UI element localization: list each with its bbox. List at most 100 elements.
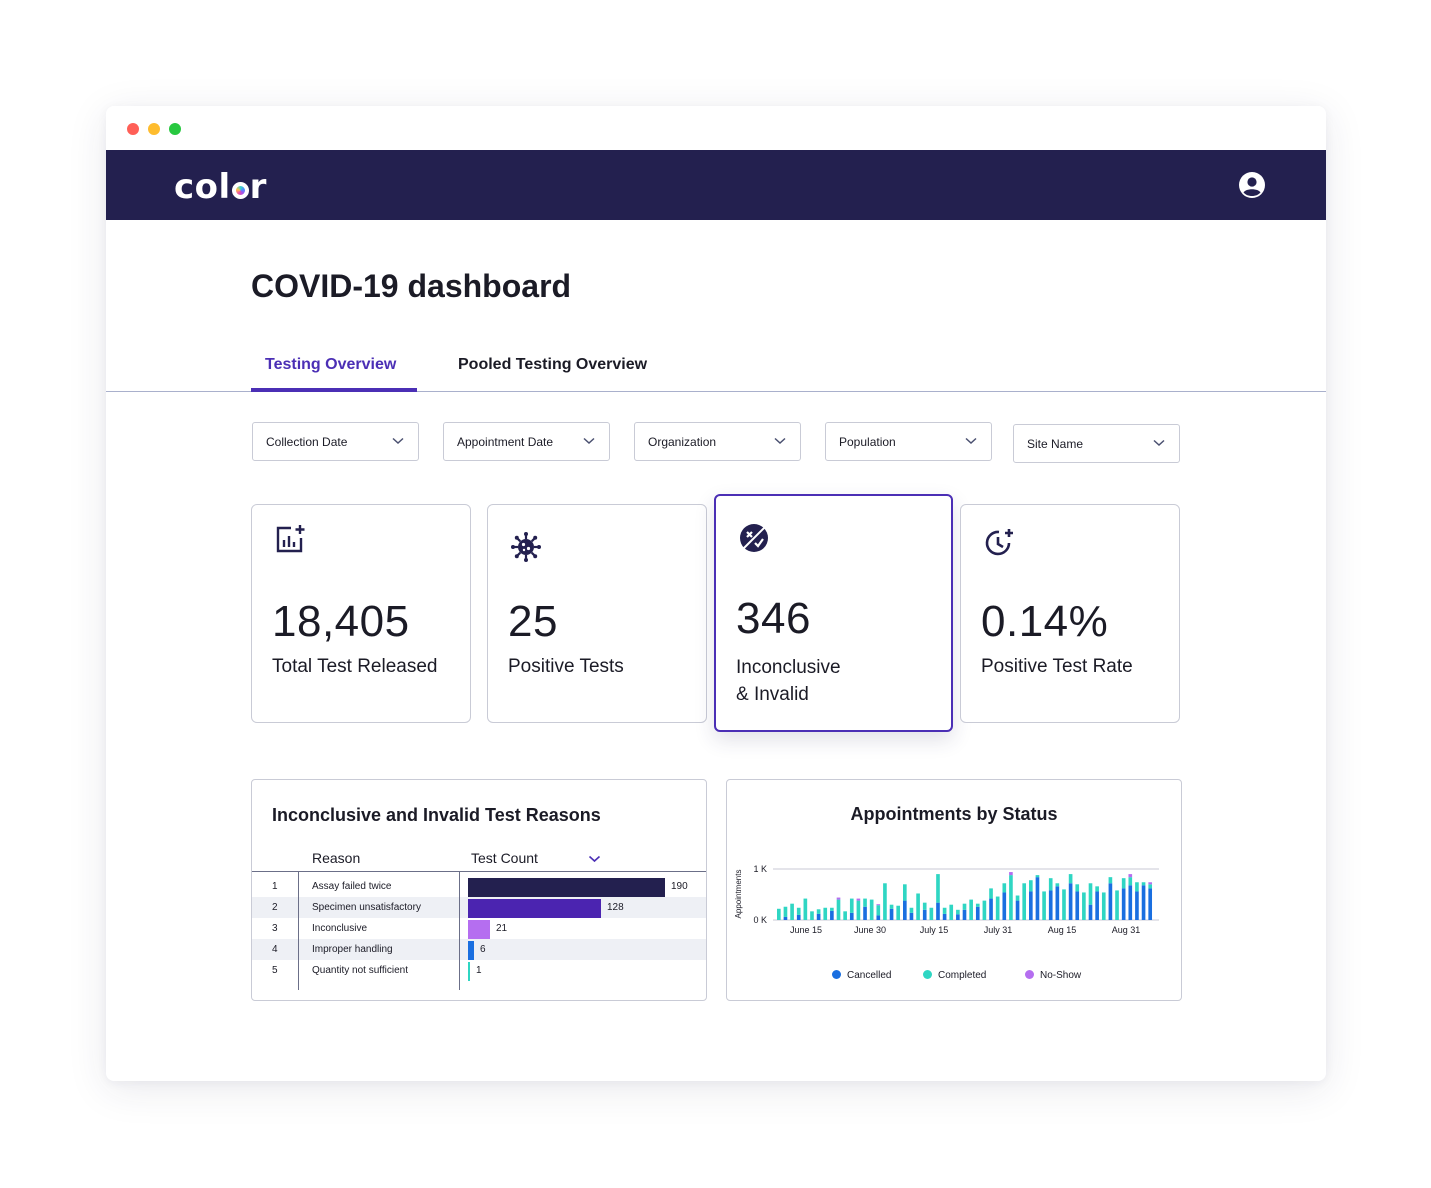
- bar-cancelled: [816, 913, 821, 920]
- bar-completed: [849, 898, 854, 913]
- appointments-panel: Appointments by Status 1 K 0 K Appointment…: [726, 779, 1182, 1001]
- user-circle-icon[interactable]: [1238, 171, 1266, 199]
- metric-card-positive-rate[interactable]: 0.14% Positive Test Rate: [960, 504, 1180, 723]
- legend-label: Completed: [938, 970, 987, 981]
- metric-card-inconclusive-invalid[interactable]: 346 Inconclusive & Invalid: [714, 494, 953, 732]
- bar-completed: [889, 904, 894, 909]
- bar-completed: [783, 906, 788, 917]
- bar-completed: [1062, 889, 1066, 920]
- bar-completed: [777, 908, 781, 920]
- filter-appointment-date[interactable]: Appointment Date: [443, 422, 610, 461]
- tab-testing-overview[interactable]: Testing Overview: [265, 356, 397, 373]
- reasons-panel: Inconclusive and Invalid Test Reasons Re…: [251, 779, 707, 1001]
- bar-completed: [936, 874, 940, 903]
- appointments-chart: 1 K 0 K Appointments June 15 June 30 July 15 J…: [734, 864, 1159, 935]
- minimize-window-button[interactable]: [148, 123, 160, 135]
- maximize-window-button[interactable]: [169, 123, 181, 135]
- bar-completed: [1101, 892, 1106, 920]
- y-tick-label: 0 K: [753, 915, 767, 925]
- bar-cancelled: [1088, 904, 1093, 920]
- row-reason: Inconclusive: [312, 923, 368, 934]
- bar-completed: [843, 911, 847, 920]
- bar-completed: [1082, 892, 1086, 920]
- metric-label-line2: & Invalid: [736, 684, 809, 705]
- bar-completed: [1068, 874, 1073, 884]
- logo-ring-icon: [231, 182, 249, 199]
- filter-site-name[interactable]: Site Name: [1013, 424, 1180, 463]
- bar-cancelled: [1121, 888, 1126, 920]
- bar-completed: [863, 898, 867, 907]
- filter-population[interactable]: Population: [825, 422, 992, 461]
- filter-label: Appointment Date: [457, 435, 554, 449]
- chevron-down-icon: [392, 437, 404, 445]
- table-row[interactable]: 1 Assay failed twice 190: [252, 876, 706, 897]
- legend-cancelled: Cancelled: [832, 970, 891, 981]
- bar-cancelled: [936, 902, 940, 920]
- row-count: 190: [671, 881, 688, 892]
- bar-cancelled: [1055, 886, 1060, 920]
- metric-card-total-tests[interactable]: 18,405 Total Test Released: [251, 504, 471, 723]
- table-row[interactable]: 5 Quantity not sufficient 1: [252, 960, 706, 981]
- filter-label: Organization: [648, 435, 717, 449]
- bar-cancelled: [922, 909, 927, 920]
- table-row[interactable]: 3 Inconclusive 21: [252, 918, 706, 939]
- close-window-button[interactable]: [127, 123, 139, 135]
- bar-completed: [1148, 884, 1153, 889]
- bar-completed: [982, 900, 987, 920]
- bar-no-show: [1148, 882, 1153, 885]
- bar-cancelled: [989, 898, 993, 920]
- bar-completed: [989, 888, 993, 899]
- column-header-test-count[interactable]: Test Count: [471, 850, 538, 866]
- bar-completed: [1029, 880, 1033, 892]
- sort-chevron-icon[interactable]: [588, 855, 601, 863]
- column-divider: [298, 872, 299, 990]
- table-row[interactable]: 4 Improper handling 6: [252, 939, 706, 960]
- bar-no-show: [836, 897, 841, 900]
- bar-completed: [856, 900, 861, 920]
- chevron-down-icon: [1153, 439, 1165, 447]
- bar-completed: [1075, 884, 1080, 892]
- bar-completed: [869, 899, 874, 920]
- bar-completed: [1108, 877, 1113, 884]
- filter-organization[interactable]: Organization: [634, 422, 801, 461]
- row-reason: Improper handling: [312, 944, 393, 955]
- bar-cancelled: [1035, 877, 1040, 920]
- row-count: 6: [480, 944, 486, 955]
- legend-completed: Completed: [923, 970, 986, 981]
- bar-cancelled: [1148, 888, 1153, 920]
- row-count: 1: [476, 965, 482, 976]
- bar-completed: [1141, 882, 1146, 886]
- legend-dot: [1025, 970, 1034, 979]
- bar-cancelled: [1095, 891, 1099, 920]
- bar-cancelled: [889, 908, 894, 920]
- bar-cancelled: [863, 906, 867, 920]
- bar-completed: [1128, 877, 1133, 886]
- bar-cancelled: [1015, 900, 1020, 920]
- metric-label: Positive Tests: [508, 656, 624, 677]
- filter-collection-date[interactable]: Collection Date: [252, 422, 419, 461]
- filter-label: Site Name: [1027, 437, 1084, 451]
- bar-completed: [823, 907, 828, 920]
- x-tick-label: Aug 31: [1112, 925, 1141, 935]
- bar-no-show: [1009, 872, 1013, 876]
- tab-pooled-testing-overview[interactable]: Pooled Testing Overview: [458, 356, 648, 373]
- metric-label-line1: Inconclusive: [736, 657, 841, 678]
- column-header-reason[interactable]: Reason: [312, 850, 361, 866]
- bar-cancelled: [1048, 890, 1053, 920]
- bar-completed: [836, 899, 841, 920]
- bar-completed: [896, 905, 901, 920]
- bar-cancelled: [830, 910, 834, 920]
- row-index: 5: [272, 965, 278, 976]
- bar-completed: [1009, 875, 1013, 920]
- bar-completed: [903, 884, 907, 901]
- window-chrome: [106, 106, 1326, 150]
- page-title: COVID-19 dashboard: [251, 268, 572, 304]
- inconclusive-icon: [740, 524, 768, 552]
- bar-cancelled: [1075, 891, 1080, 920]
- table-row[interactable]: 2 Specimen unsatisfactory 128: [252, 897, 706, 918]
- bar-completed: [1135, 882, 1139, 892]
- bar-completed: [916, 893, 920, 920]
- metric-card-positive-tests[interactable]: 25 Positive Tests: [487, 504, 707, 723]
- chevron-down-icon: [583, 437, 595, 445]
- color-logo[interactable]: col r: [174, 167, 267, 207]
